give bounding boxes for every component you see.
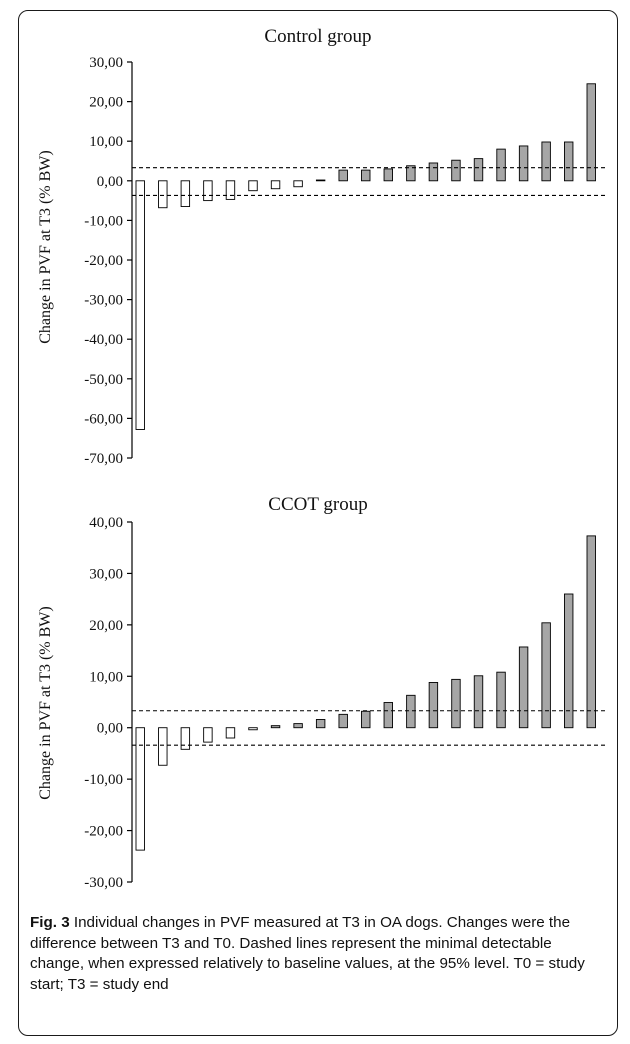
bar: [496, 148, 506, 182]
bar: [225, 727, 236, 739]
bar: [564, 593, 574, 729]
y-tick-label: 0,00: [97, 174, 123, 190]
bar: [135, 180, 145, 430]
y-ticks: 40,00 30,00 20,00 10,00 0,00 -10,00 -20,00 -30,…: [84, 515, 132, 891]
bar: [203, 727, 213, 743]
bar: [586, 535, 596, 729]
y-tick-label: -20,00: [84, 824, 123, 840]
y-tick-label: 40,00: [89, 515, 123, 531]
bar: [586, 83, 596, 182]
bar: [473, 158, 484, 182]
y-tick-label: -50,00: [84, 372, 123, 388]
y-tick-label: -30,00: [84, 293, 123, 309]
bar: [338, 713, 348, 729]
bars: [135, 535, 596, 851]
y-axis-label: Change in PVF at T3 (% BW): [37, 606, 54, 799]
bar: [428, 682, 439, 729]
bar: [541, 141, 551, 182]
threshold-lines: [132, 167, 606, 197]
bar: [406, 694, 416, 729]
bar: [270, 180, 281, 190]
bar: [518, 145, 529, 182]
bar: [338, 169, 348, 182]
bars: [135, 83, 596, 430]
threshold-lines: [132, 710, 606, 746]
caption-label: Fig. 3: [30, 914, 70, 931]
y-tick-label: -30,00: [84, 875, 123, 891]
ccot-group-chart: CCOT group Change in PVF at T3 (% BW) 40…: [37, 494, 606, 891]
bar: [270, 725, 281, 729]
y-tick-label: 20,00: [89, 95, 123, 111]
y-axis-label: Change in PVF at T3 (% BW): [37, 150, 54, 343]
y-tick-label: 30,00: [89, 566, 123, 582]
y-tick-label: -10,00: [84, 213, 123, 229]
figure-caption: Fig. 3 Individual changes in PVF measure…: [30, 913, 610, 995]
bar: [248, 180, 258, 192]
bar: [158, 180, 168, 209]
bar: [180, 180, 191, 207]
bar: [541, 622, 551, 729]
bar: [158, 727, 168, 766]
bar: [315, 179, 326, 182]
chart-title: Control group: [264, 26, 371, 47]
y-tick-label: -10,00: [84, 772, 123, 788]
bar: [383, 702, 393, 729]
y-tick-label: -40,00: [84, 332, 123, 348]
bar: [293, 180, 303, 188]
y-tick-label: 10,00: [89, 134, 123, 150]
y-tick-label: -20,00: [84, 253, 123, 269]
bar: [428, 162, 439, 182]
bar: [406, 165, 416, 182]
bar: [496, 671, 506, 729]
caption-text: Individual changes in PVF measured at T3…: [30, 914, 585, 993]
bar: [315, 719, 326, 729]
bar: [383, 168, 393, 182]
bar: [451, 159, 461, 182]
y-tick-label: 30,00: [89, 55, 123, 71]
bar: [203, 180, 213, 202]
control-group-chart: Control group Change in PVF at T3 (% BW)…: [37, 26, 606, 467]
y-tick-label: -60,00: [84, 411, 123, 427]
bar: [361, 169, 371, 182]
y-tick-label: -70,00: [84, 451, 123, 467]
y-tick-label: 0,00: [97, 721, 123, 737]
y-tick-label: 20,00: [89, 618, 123, 634]
y-ticks: 30,00 20,00 10,00 0,00 -10,00 -20,00 -30,00 -40…: [84, 55, 132, 467]
bar: [564, 141, 574, 182]
bar: [473, 675, 484, 729]
bar: [248, 727, 258, 731]
bar: [135, 727, 145, 851]
bar: [225, 180, 236, 200]
bar: [180, 727, 191, 750]
bar: [361, 710, 371, 729]
bar: [293, 723, 303, 729]
y-tick-label: 10,00: [89, 669, 123, 685]
bar: [451, 678, 461, 729]
chart-title: CCOT group: [268, 494, 367, 515]
bar: [518, 646, 529, 729]
